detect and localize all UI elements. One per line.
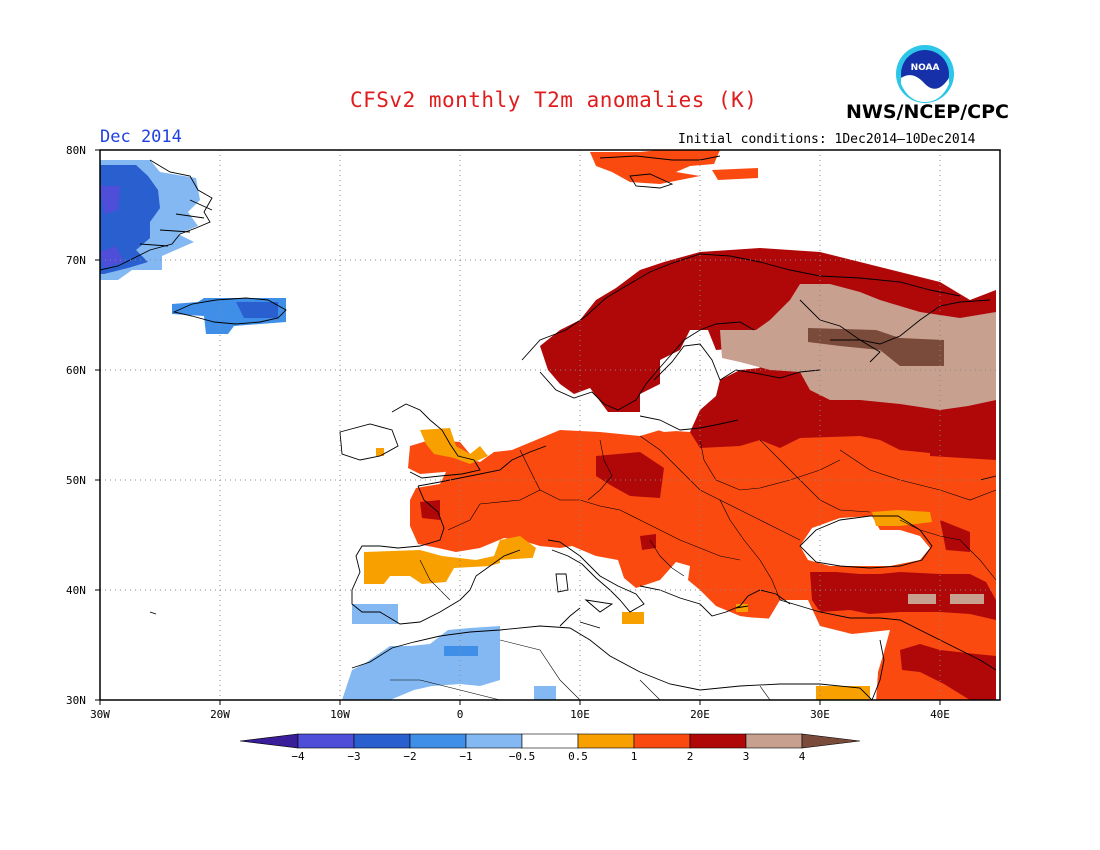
legend-label: 3 bbox=[743, 750, 750, 763]
legend-label: 0.5 bbox=[568, 750, 588, 763]
legend-label: −0.5 bbox=[509, 750, 536, 763]
lat-label: 60N bbox=[66, 364, 86, 377]
legend-label: −2 bbox=[403, 750, 416, 763]
legend-swatch bbox=[297, 733, 355, 749]
legend-swatch bbox=[745, 733, 803, 749]
logo-text: NOAA bbox=[911, 63, 940, 73]
lon-label: 0 bbox=[457, 708, 464, 721]
legend-label: 2 bbox=[687, 750, 694, 763]
lon-label: 10W bbox=[330, 708, 350, 721]
graticule bbox=[100, 150, 1000, 700]
turkey-extreme-cell bbox=[908, 594, 936, 604]
legend-swatch bbox=[409, 733, 467, 749]
latitude-labels: 30N 40N 50N 60N 70N 80N bbox=[66, 144, 86, 707]
lat-label: 30N bbox=[66, 694, 86, 707]
portugal-cool-cell bbox=[352, 604, 398, 624]
lat-label: 50N bbox=[66, 474, 86, 487]
france-hot-cell bbox=[420, 500, 440, 520]
tunisia-moderate-cell bbox=[622, 612, 644, 624]
legend-swatch bbox=[633, 733, 691, 749]
lat-label: 80N bbox=[66, 144, 86, 157]
mediterranean-neutral-area bbox=[500, 556, 880, 700]
ireland-moderate-cell bbox=[376, 448, 384, 456]
lon-label: 40E bbox=[930, 708, 950, 721]
legend-swatch bbox=[353, 733, 411, 749]
forecast-month: Dec 2014 bbox=[100, 127, 182, 147]
caucasus-hot-cell bbox=[940, 520, 970, 552]
legend-label: −1 bbox=[459, 750, 472, 763]
black-sea-neutral-area bbox=[800, 516, 930, 566]
legend-bar bbox=[239, 733, 861, 749]
baltic-neutral-area bbox=[646, 360, 710, 432]
coastlines bbox=[100, 155, 997, 700]
nw-russia-peak-region bbox=[808, 328, 944, 366]
map-frame bbox=[99, 149, 1001, 701]
noaa-logo-icon: NOAA bbox=[896, 45, 954, 103]
lon-label: 30W bbox=[90, 708, 110, 721]
turkey-hot-region bbox=[810, 572, 996, 620]
lat-label: 70N bbox=[66, 254, 86, 267]
legend-swatch bbox=[689, 733, 747, 749]
turkey-extreme-cell-2 bbox=[950, 594, 984, 604]
algeria-cool-cell bbox=[444, 646, 478, 656]
iberia-moderate-region bbox=[364, 536, 536, 584]
tick-marks bbox=[95, 149, 941, 705]
legend-label: 4 bbox=[799, 750, 806, 763]
crimea-moderate-region bbox=[872, 510, 932, 526]
initial-conditions: Initial conditions: 1Dec2014—10Dec2014 bbox=[678, 132, 976, 147]
iceland-cold-region bbox=[172, 298, 286, 334]
legend-swatch bbox=[465, 733, 523, 749]
country-borders bbox=[390, 435, 997, 700]
north-africa-cool-region bbox=[342, 626, 500, 700]
central-europe-hot-region bbox=[596, 452, 664, 498]
chart-title: CFSv2 monthly T2m anomalies (K) bbox=[350, 88, 758, 112]
lon-label: 30E bbox=[810, 708, 830, 721]
middle-east-hot-region bbox=[900, 644, 996, 700]
legend-labels: −4 −3 −2 −1 −0.5 0.5 1 2 3 4 bbox=[291, 750, 805, 763]
legend-arrow-high bbox=[801, 733, 861, 749]
svalbard-warm-region bbox=[590, 150, 758, 184]
agency-label: NWS/NCEP/CPC bbox=[846, 101, 1009, 123]
lat-label: 40N bbox=[66, 584, 86, 597]
libya-cool-cell bbox=[534, 686, 556, 700]
legend-swatch bbox=[577, 733, 635, 749]
legend-label: −3 bbox=[347, 750, 360, 763]
lon-label: 20E bbox=[690, 708, 710, 721]
uk-moderate-region bbox=[420, 428, 488, 464]
greenland-cold-region bbox=[100, 160, 200, 280]
lon-label: 20W bbox=[210, 708, 230, 721]
balkan-hot-cell bbox=[640, 534, 656, 550]
legend-label: −4 bbox=[291, 750, 305, 763]
russia-hot-region bbox=[930, 418, 996, 460]
legend-swatch bbox=[521, 733, 579, 749]
lon-label: 10E bbox=[570, 708, 590, 721]
legend-arrow-low bbox=[239, 733, 299, 749]
longitude-labels: 30W 20W 10W 0 10E 20E 30E 40E bbox=[90, 708, 950, 721]
legend-label: 1 bbox=[631, 750, 638, 763]
egypt-moderate-cell bbox=[816, 686, 870, 700]
uk-warm-region bbox=[408, 440, 480, 474]
